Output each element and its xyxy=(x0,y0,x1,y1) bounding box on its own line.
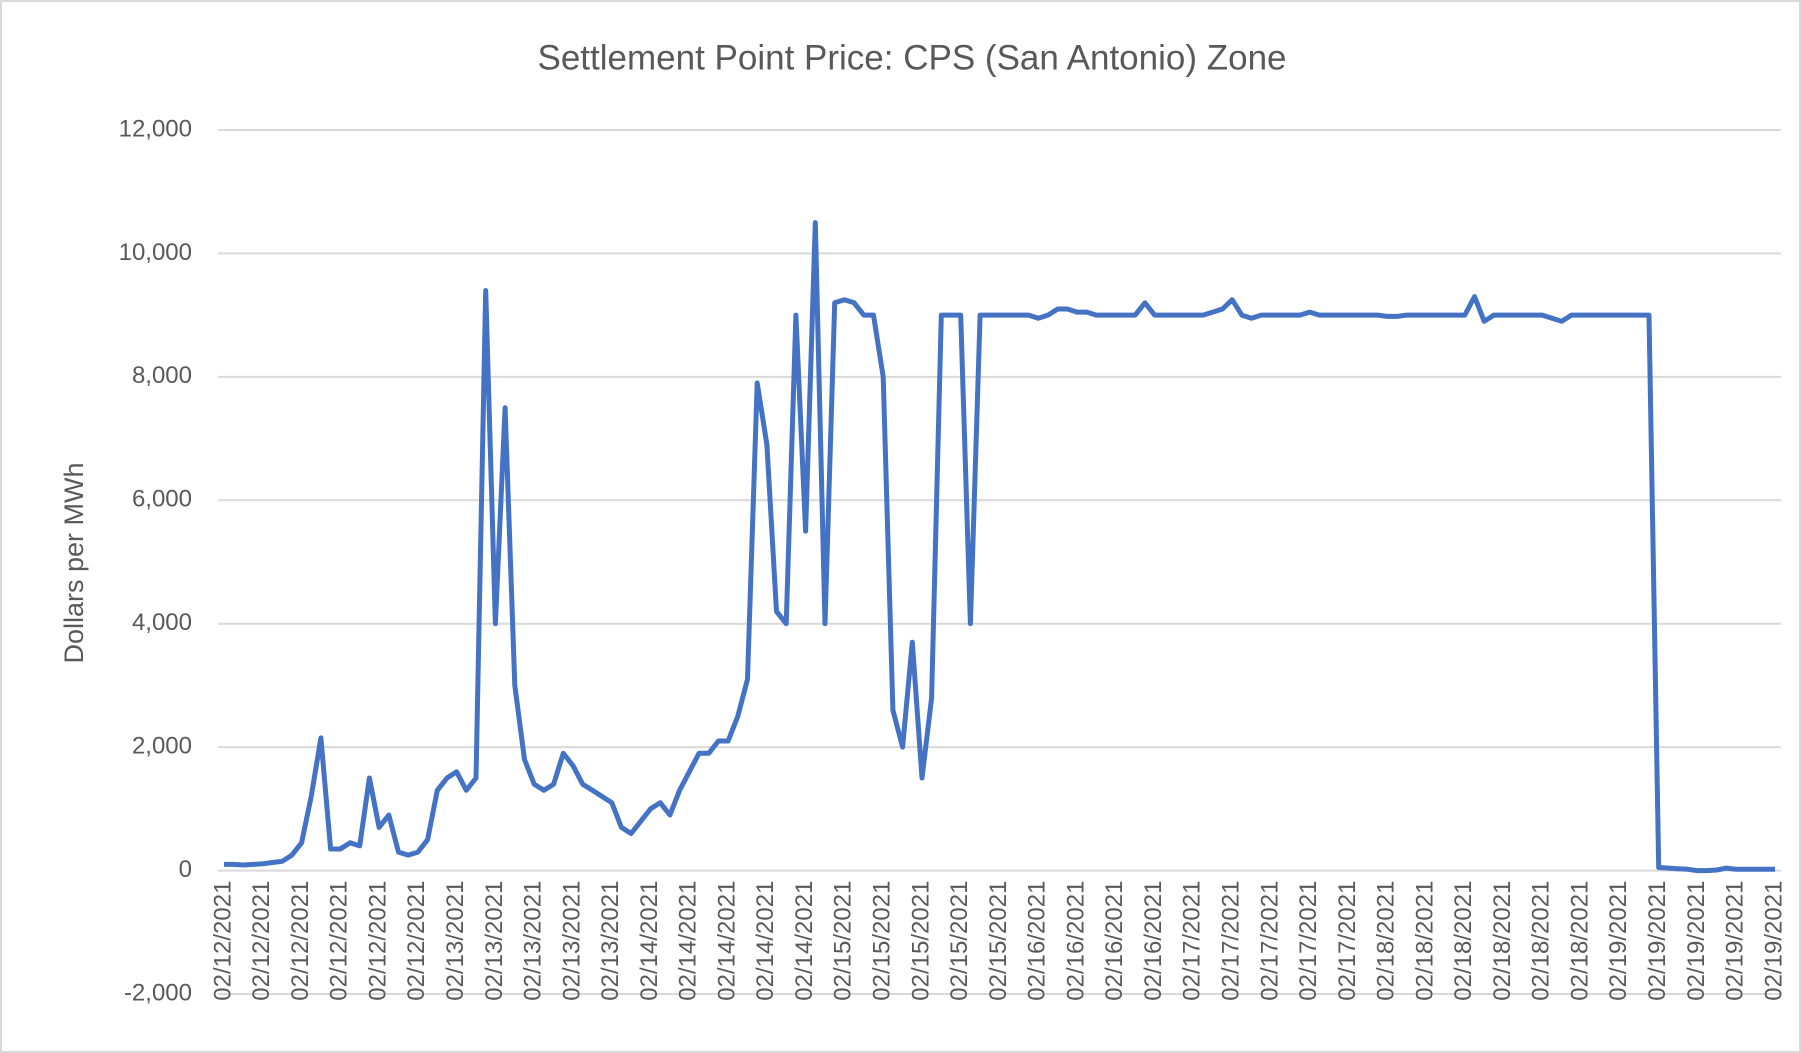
x-tick-label: 02/12/2021 xyxy=(364,881,391,1001)
x-tick-label: 02/17/2021 xyxy=(1256,881,1283,1001)
y-tick-label: 8,000 xyxy=(132,362,192,389)
x-tick-label: 02/16/2021 xyxy=(1062,881,1089,1001)
x-tick-label: 02/14/2021 xyxy=(791,881,818,1001)
line-series xyxy=(224,220,1775,874)
x-tick-label: 02/15/2021 xyxy=(946,881,973,1001)
x-tick-label: 02/18/2021 xyxy=(1566,881,1593,1001)
x-tick-label: 02/17/2021 xyxy=(1179,881,1206,1001)
x-tick-label: 02/14/2021 xyxy=(675,881,702,1001)
x-tick-label: 02/13/2021 xyxy=(597,881,624,1001)
x-tick-label: 02/15/2021 xyxy=(985,881,1012,1001)
x-tick-label: 02/19/2021 xyxy=(1760,881,1787,1001)
y-tick-label: 6,000 xyxy=(132,486,192,513)
chart-title: Settlement Point Price: CPS (San Antonio… xyxy=(538,38,1287,77)
x-tick-label: 02/18/2021 xyxy=(1489,881,1516,1001)
x-tick-label: 02/12/2021 xyxy=(248,881,275,1001)
x-tick-label: 02/12/2021 xyxy=(287,881,314,1001)
y-tick-label: 2,000 xyxy=(132,732,192,759)
x-tick-label: 02/18/2021 xyxy=(1528,881,1555,1001)
x-tick-label: 02/13/2021 xyxy=(442,881,469,1001)
x-tick-label: 02/12/2021 xyxy=(403,881,430,1001)
x-tick-label: 02/19/2021 xyxy=(1605,881,1632,1001)
x-tick-label: 02/12/2021 xyxy=(209,881,236,1001)
y-tick-label: -2,000 xyxy=(124,979,192,1006)
x-tick-label: 02/17/2021 xyxy=(1334,881,1361,1001)
x-tick-label: 02/15/2021 xyxy=(830,881,857,1001)
x-tick-label: 02/16/2021 xyxy=(1024,881,1051,1001)
x-tick-label: 02/19/2021 xyxy=(1722,881,1749,1001)
x-tick-label: 02/19/2021 xyxy=(1644,881,1671,1001)
y-tick-label: 0 xyxy=(179,856,192,883)
x-tick-label: 02/15/2021 xyxy=(869,881,896,1001)
x-tick-label: 02/13/2021 xyxy=(481,881,508,1001)
x-tick-label: 02/12/2021 xyxy=(326,881,353,1001)
y-tick-label: 10,000 xyxy=(119,239,192,266)
x-tick-label: 02/18/2021 xyxy=(1450,881,1477,1001)
x-tick-label: 02/19/2021 xyxy=(1683,881,1710,1001)
x-tick-label: 02/18/2021 xyxy=(1373,881,1400,1001)
x-tick-label: 02/16/2021 xyxy=(1101,881,1128,1001)
y-axis-label: Dollars per MWh xyxy=(59,462,89,663)
y-tick-label: 12,000 xyxy=(119,115,192,142)
x-tick-label: 02/14/2021 xyxy=(752,881,779,1001)
x-tick-label: 02/14/2021 xyxy=(636,881,663,1001)
x-tick-label: 02/17/2021 xyxy=(1217,881,1244,1001)
x-tick-label: 02/16/2021 xyxy=(1140,881,1167,1001)
x-tick-label: 02/14/2021 xyxy=(713,881,740,1001)
x-tick-label: 02/17/2021 xyxy=(1295,881,1322,1001)
x-tick-label: 02/13/2021 xyxy=(520,881,547,1001)
x-tick-label: 02/18/2021 xyxy=(1411,881,1438,1001)
x-tick-label: 02/15/2021 xyxy=(907,881,934,1001)
y-tick-label: 4,000 xyxy=(132,609,192,636)
x-tick-label: 02/13/2021 xyxy=(558,881,585,1001)
